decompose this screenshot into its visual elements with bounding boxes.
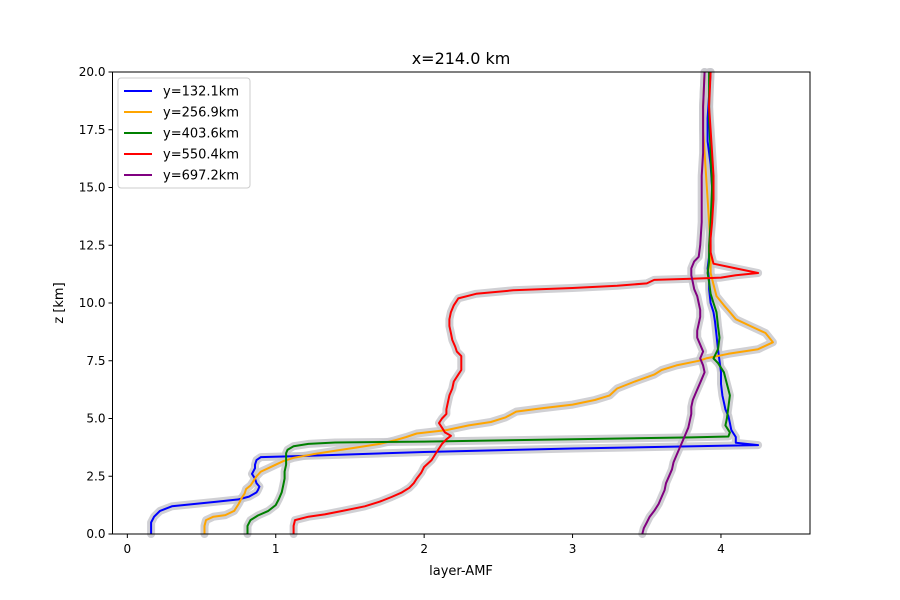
y-tick-label: 2.5: [86, 469, 105, 483]
legend-label-3: y=550.4km: [163, 148, 239, 163]
x-tick-label: 2: [420, 542, 428, 556]
y-tick-label: 20.0: [79, 65, 106, 79]
x-axis-ticks: 0 1 2 3 4: [124, 534, 725, 556]
legend-box: [117, 77, 251, 189]
series-lines: [150, 71, 774, 535]
series-line-1: [203, 71, 774, 534]
legend-label-2: y=403.6km: [163, 127, 239, 142]
y-tick-label: 17.5: [79, 123, 106, 137]
x-tick-label: 1: [272, 542, 280, 556]
y-axis-label: z [km]: [52, 282, 67, 323]
legend-label-4: y=697.2km: [163, 169, 239, 184]
y-tick-label: 5.0: [86, 412, 105, 426]
legend-label-1: y=256.9km: [163, 106, 239, 121]
chart-title: x=214.0 km: [412, 49, 511, 68]
x-axis-label: layer-AMF: [429, 564, 493, 579]
y-tick-label: 12.5: [79, 238, 106, 252]
x-tick-label: 0: [124, 542, 132, 556]
y-tick-label: 15.0: [79, 181, 106, 195]
series-line-3: [292, 71, 760, 534]
y-axis-ticks: 0.0 2.5 5.0 7.5 10.0 12.5 15.0 17.5 20.0: [79, 65, 113, 541]
x-tick-label: 3: [569, 542, 577, 556]
legend-label-0: y=132.1km: [163, 85, 239, 100]
y-tick-label: 0.0: [86, 527, 105, 541]
series-line-4: [641, 71, 706, 535]
legend: y=132.1km y=256.9km y=403.6km y=550.4km y=69…: [117, 77, 251, 189]
y-tick-label: 10.0: [79, 296, 106, 310]
y-tick-label: 7.5: [86, 354, 105, 368]
x-tick-label: 4: [717, 542, 725, 556]
